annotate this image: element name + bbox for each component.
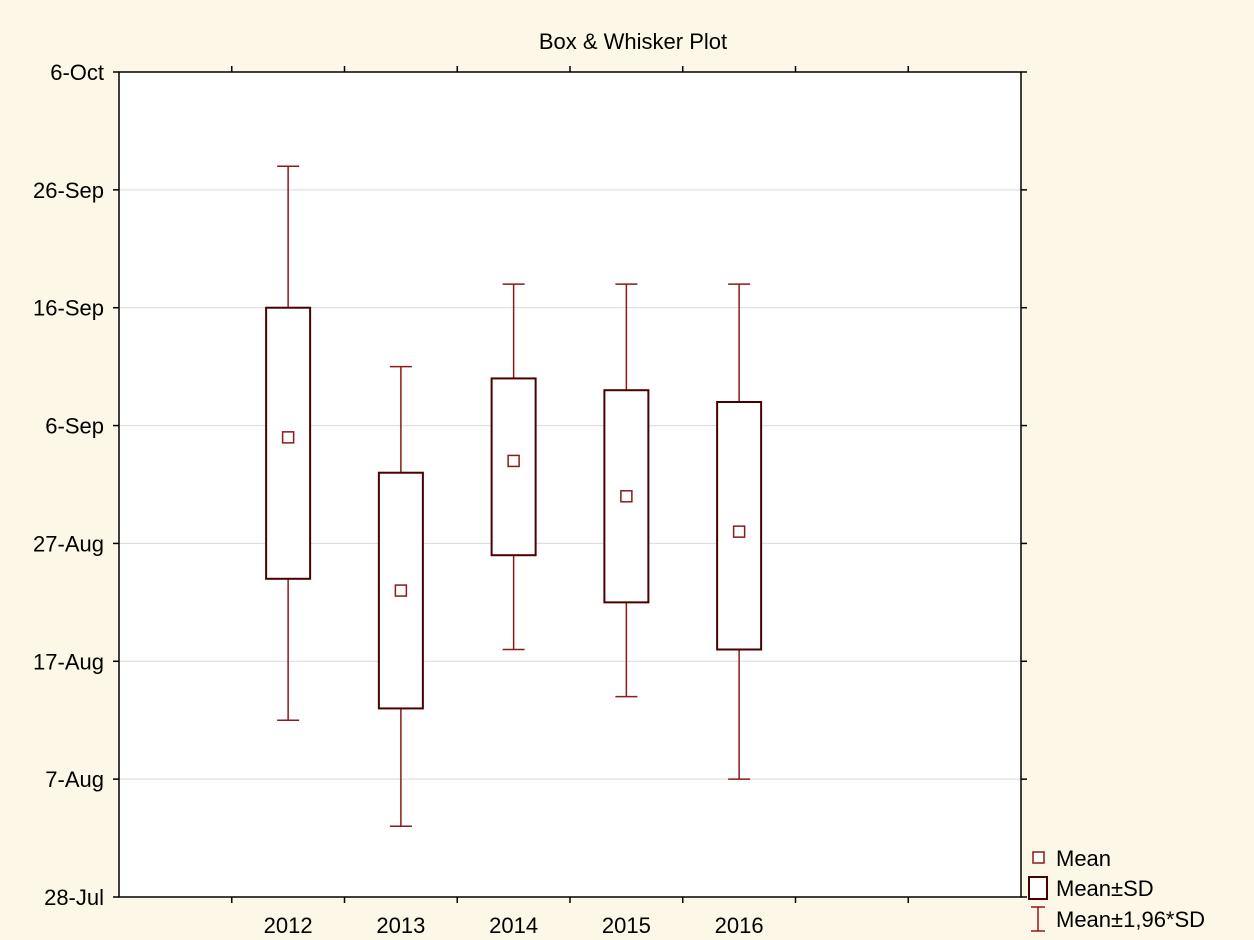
x-tick-label: 2015 (602, 913, 651, 938)
x-tick-label: 2012 (264, 913, 313, 938)
plot-frame (118, 71, 1022, 898)
y-tick-label: 28-Jul (44, 885, 104, 910)
y-tick-label: 7-Aug (45, 767, 104, 792)
box-group (603, 283, 650, 698)
box-group (265, 165, 312, 721)
y-tick-label: 16-Sep (33, 296, 104, 321)
y-axis: 28-Jul 7-Aug 17-Aug 27-Aug 6-Sep 16-Sep 26-Sep… (33, 60, 1027, 910)
legend-label: Mean (1056, 846, 1111, 871)
mean-marker (394, 584, 408, 597)
y-tick-label: 26-Sep (33, 178, 104, 203)
box-group (490, 283, 537, 651)
box-series (265, 165, 763, 828)
mean-marker (732, 525, 746, 538)
legend-label: Mean±SD (1056, 876, 1154, 901)
x-tick-label: 2013 (376, 913, 425, 938)
chart-title: Box & Whisker Plot (539, 29, 727, 54)
mean-marker (620, 490, 633, 503)
mean-marker (281, 431, 295, 444)
y-tick-label: 6-Oct (50, 60, 104, 85)
y-tick-label: 17-Aug (33, 649, 104, 674)
plot-area (119, 72, 1021, 897)
sd-box (716, 401, 763, 651)
x-tick-label: 2016 (715, 913, 764, 938)
y-tick-label: 6-Sep (45, 414, 104, 439)
legend-mean-swatch (1032, 851, 1045, 864)
x-tick-label: 2014 (489, 913, 538, 938)
box-group (377, 365, 424, 828)
legend-label: Mean±1,96*SD (1056, 907, 1205, 932)
legend: Mean Mean±SD Mean±1,96*SD (1028, 846, 1205, 932)
legend-box-swatch (1028, 876, 1048, 900)
y-tick-label: 27-Aug (33, 531, 104, 556)
box-group (716, 283, 763, 780)
mean-marker (507, 454, 520, 468)
x-axis: 2012 2013 2014 2015 2016 (231, 66, 909, 938)
